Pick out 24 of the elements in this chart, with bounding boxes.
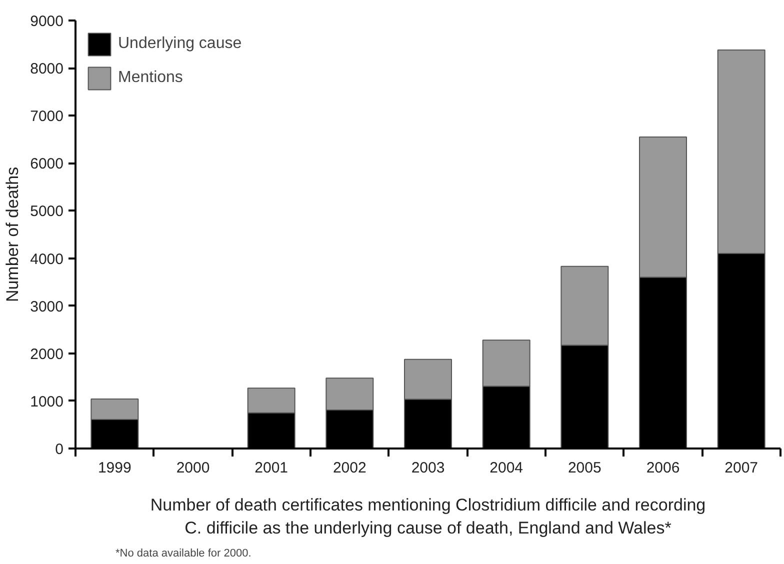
x-tick-label: 2003 [411,460,445,476]
x-tick-label: 2000 [176,460,210,476]
text: *No data available for 2000. [116,548,252,560]
legend-label: Mentions [118,69,183,87]
x-tick-label: 2005 [568,460,602,476]
x-tick-label: 2006 [646,460,680,476]
x-tick-label: 2004 [490,460,524,476]
x-tick-label: 1999 [98,460,132,476]
y-tick-label: 0 [55,441,64,458]
y-tick-label: 4000 [30,250,64,268]
y-tick-label: 7000 [30,108,64,126]
y-tick-label: 1000 [30,393,64,410]
x-axis-title: Number of death certificates mentioning Clostridium difficile and recording C. difficile as the underlying cause of death, England and Wales* [150,496,706,538]
y-tick-label: 9000 [30,13,64,30]
y-axis-title: Number of deaths [3,166,22,302]
y-tick-label: 5000 [30,203,64,220]
y-tick-label: 6000 [30,156,64,173]
x-tick-label: 2007 [724,460,758,476]
y-tick-label: 8000 [30,60,64,78]
legend-label: Underlying cause [118,35,242,53]
y-tick-label: 3000 [30,298,64,316]
x-tick-label: 2001 [254,460,288,476]
x-tick-label: 2002 [332,460,366,476]
y-tick-label: 2000 [30,346,64,363]
